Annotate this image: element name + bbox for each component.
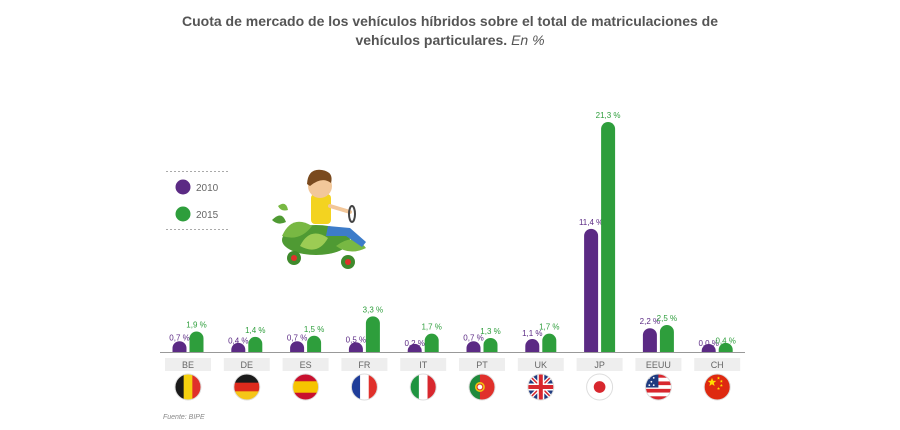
bar-2010-jp [584, 228, 599, 352]
category-band [341, 358, 388, 371]
data-label-2015-uk: 1,7 % [539, 323, 559, 332]
flag-de-icon [233, 373, 261, 401]
x-tick-label-uk: UK [535, 360, 548, 370]
legend-swatch-2010 [175, 179, 191, 195]
bar-2015-uk [542, 333, 557, 352]
bar-2015-be [189, 331, 204, 352]
data-label-2015-be: 1,9 % [186, 320, 206, 329]
category-band [400, 358, 447, 371]
x-tick-label-fr: FR [358, 360, 370, 370]
bar-2015-pt [483, 337, 498, 352]
data-label-2015-fr: 3,3 % [363, 305, 383, 314]
flag-uk-icon [527, 373, 555, 401]
flag-es-icon [292, 373, 320, 401]
x-tick-label-jp: JP [594, 360, 605, 370]
data-label-2015-it: 1,7 % [421, 323, 441, 332]
bar-2010-pt [466, 341, 481, 352]
x-tick-label-ch: CH [711, 360, 724, 370]
bar-2010-be [172, 341, 187, 352]
data-label-2015-de: 1,4 % [245, 326, 265, 335]
data-label-2010-be: 0,7 % [169, 333, 189, 342]
data-label-2010-de: 0,4 % [228, 337, 248, 346]
bar-2010-es [290, 341, 305, 352]
data-label-2010-ch: 0,0 % [698, 339, 718, 348]
flag-be-icon [174, 373, 202, 401]
data-label-2010-es: 0,7 % [287, 333, 307, 342]
flag-fr-icon [350, 373, 378, 401]
data-label-2010-fr: 0,5 % [346, 336, 366, 345]
category-band [576, 358, 623, 371]
category-band [635, 358, 682, 371]
legend: 2010 2015 [166, 171, 230, 230]
legend-swatch-2015 [175, 206, 191, 222]
data-label-2010-it: 0,2 % [404, 339, 424, 348]
data-label-2010-pt: 0,7 % [463, 333, 483, 342]
data-label-2015-ch: 0,4 % [715, 337, 735, 346]
bar-2010-ch [701, 344, 716, 352]
x-tick-label-es: ES [300, 360, 312, 370]
flag-us-icon [644, 373, 672, 401]
category-band [517, 358, 564, 371]
data-label-2015-jp: 21,3 % [596, 111, 621, 120]
legend-label-2010: 2010 [196, 183, 219, 194]
data-label-2015-eeuu: 2,5 % [657, 314, 677, 323]
title-line-1: Cuota de mercado de los vehículos híbrid… [181, 13, 719, 29]
data-label-2015-pt: 1,3 % [480, 327, 500, 336]
bar-2015-eeuu [659, 325, 674, 352]
flag-cn-icon [703, 373, 731, 401]
bar-2010-uk [525, 339, 540, 352]
category-band [694, 358, 741, 371]
x-tick-label-be: BE [182, 360, 194, 370]
flag-it-icon [409, 373, 437, 401]
category-band [282, 358, 329, 371]
chart-title: Cuota de mercado de los vehículos híbrid… [0, 12, 900, 50]
bar-2015-it [424, 333, 439, 352]
x-tick-label-it: IT [419, 360, 428, 370]
bar-2015-ch [718, 342, 733, 352]
bar-2010-eeuu [642, 328, 657, 352]
bar-2015-de [248, 336, 263, 352]
flag-pt-icon [468, 373, 496, 401]
bar-2010-de [231, 342, 246, 352]
data-label-2015-es: 1,5 % [304, 325, 324, 334]
category-band [223, 358, 270, 371]
x-tick-label-pt: PT [476, 360, 488, 370]
x-tick-label-eeuu: EEUU [646, 360, 671, 370]
data-label-2010-jp: 11,4 % [579, 218, 603, 227]
bar-2015-fr [365, 316, 380, 352]
title-line-2: vehículos particulares. [355, 32, 508, 48]
category-band [459, 358, 505, 371]
bar-2010-it [407, 343, 422, 352]
x-tick-label-de: DE [241, 360, 254, 370]
data-label-2010-eeuu: 2,2 % [640, 317, 660, 326]
source-note: Fuente: BIPE [163, 414, 205, 421]
bar-2015-es [307, 335, 322, 352]
flag-jp-icon [586, 373, 614, 401]
category-band [165, 358, 211, 371]
child-driving-plant-car-icon [272, 169, 366, 269]
title-unit: En % [511, 32, 545, 48]
data-label-2010-uk: 1,1 % [522, 329, 542, 338]
legend-label-2015: 2015 [196, 210, 219, 221]
bar-2015-jp [601, 121, 616, 352]
bar-2010-fr [348, 342, 363, 352]
